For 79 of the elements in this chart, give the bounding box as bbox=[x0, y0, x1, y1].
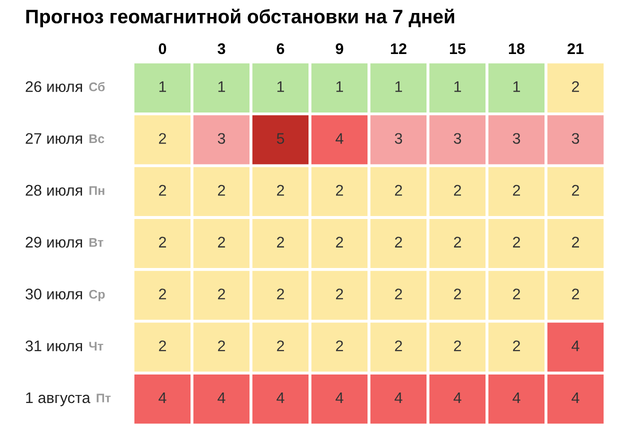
data-label: 1 bbox=[395, 81, 402, 92]
data-label: 2 bbox=[336, 288, 343, 300]
data-label: 3 bbox=[394, 133, 402, 144]
data-label: 2 bbox=[159, 340, 166, 352]
data-label: 4 bbox=[276, 392, 284, 404]
data-label: 2 bbox=[395, 340, 402, 352]
y-tick-label: 31 июля bbox=[26, 340, 82, 352]
x-tick-label: 21 bbox=[568, 43, 584, 54]
data-label: 2 bbox=[513, 288, 520, 300]
data-label: 2 bbox=[454, 236, 461, 248]
y2-tick-label: Ср bbox=[89, 290, 105, 302]
data-label: 2 bbox=[218, 340, 225, 352]
data-label: 1 bbox=[159, 81, 166, 92]
x-tick-label: 18 bbox=[508, 43, 525, 54]
data-label: 2 bbox=[572, 184, 579, 196]
data-label: 4 bbox=[394, 392, 402, 404]
data-label: 2 bbox=[159, 288, 166, 300]
data-label: 1 bbox=[513, 81, 520, 92]
y2-tick-label: Вт bbox=[89, 238, 104, 247]
data-label: 3 bbox=[218, 133, 226, 144]
data-label: 2 bbox=[454, 288, 461, 300]
data-label: 2 bbox=[218, 184, 225, 196]
data-label: 1 bbox=[277, 81, 284, 92]
data-label: 2 bbox=[572, 81, 579, 92]
data-label: 1 bbox=[336, 81, 344, 92]
data-label: 4 bbox=[336, 133, 344, 144]
data-label: 2 bbox=[159, 133, 166, 144]
x-tick-label: 3 bbox=[218, 43, 226, 54]
data-label: 2 bbox=[395, 184, 402, 196]
data-label: 2 bbox=[218, 236, 225, 248]
y-tick-label: 27 июля bbox=[26, 133, 82, 144]
y-tick-label: 29 июля bbox=[26, 236, 82, 248]
data-label: 2 bbox=[454, 184, 461, 196]
data-label: 4 bbox=[572, 392, 580, 404]
data-label: 3 bbox=[512, 133, 520, 144]
y-tick-label: 28 июля bbox=[26, 184, 82, 196]
data-label: 3 bbox=[454, 133, 462, 144]
data-label: 2 bbox=[277, 340, 284, 352]
y2-tick-label: Вс bbox=[89, 134, 104, 144]
data-label: 4 bbox=[218, 392, 226, 404]
data-label: 2 bbox=[277, 236, 284, 248]
y-tick-label: 26 июля bbox=[26, 81, 82, 92]
y2-tick-label: Сб bbox=[89, 82, 105, 92]
data-label: 2 bbox=[572, 288, 579, 300]
data-label: 2 bbox=[395, 288, 402, 300]
x-tick-label: 12 bbox=[390, 43, 406, 54]
x-tick-label: 15 bbox=[450, 43, 466, 54]
data-label: 2 bbox=[159, 236, 166, 248]
data-label: 1 bbox=[454, 81, 462, 92]
data-label: 2 bbox=[395, 236, 402, 248]
data-label: 3 bbox=[572, 133, 580, 144]
data-label: 2 bbox=[277, 184, 284, 196]
data-label: 2 bbox=[572, 236, 579, 248]
y2-tick-label: Пн bbox=[89, 186, 104, 195]
data-label: 2 bbox=[336, 340, 343, 352]
y2-tick-label: Пт bbox=[96, 394, 111, 402]
data-label: 4 bbox=[572, 340, 580, 352]
chart-title: Прогноз геомагнитной обстановки на 7 дней bbox=[26, 8, 454, 28]
data-label: 4 bbox=[336, 392, 344, 404]
data-label: 2 bbox=[277, 288, 284, 300]
x-tick-label: 6 bbox=[276, 43, 284, 54]
y-tick-label: 1 августа bbox=[26, 392, 90, 406]
data-label: 4 bbox=[454, 392, 462, 404]
data-label: 4 bbox=[158, 392, 166, 404]
x-tick-label: 9 bbox=[336, 43, 344, 54]
data-label: 2 bbox=[454, 340, 461, 352]
x-tick-label: 0 bbox=[158, 43, 166, 54]
data-label: 1 bbox=[218, 81, 226, 92]
data-label: 2 bbox=[336, 236, 343, 248]
data-label: 2 bbox=[513, 236, 520, 248]
data-label: 2 bbox=[159, 184, 166, 196]
data-label: 2 bbox=[513, 184, 520, 196]
y-tick-label: 30 июля bbox=[26, 288, 82, 300]
data-label: 2 bbox=[513, 340, 520, 352]
y2-tick-label: Чт bbox=[89, 342, 104, 350]
data-label: 2 bbox=[218, 288, 225, 300]
data-label: 4 bbox=[512, 392, 520, 404]
data-label: 2 bbox=[336, 184, 343, 196]
data-label: 5 bbox=[276, 133, 284, 144]
